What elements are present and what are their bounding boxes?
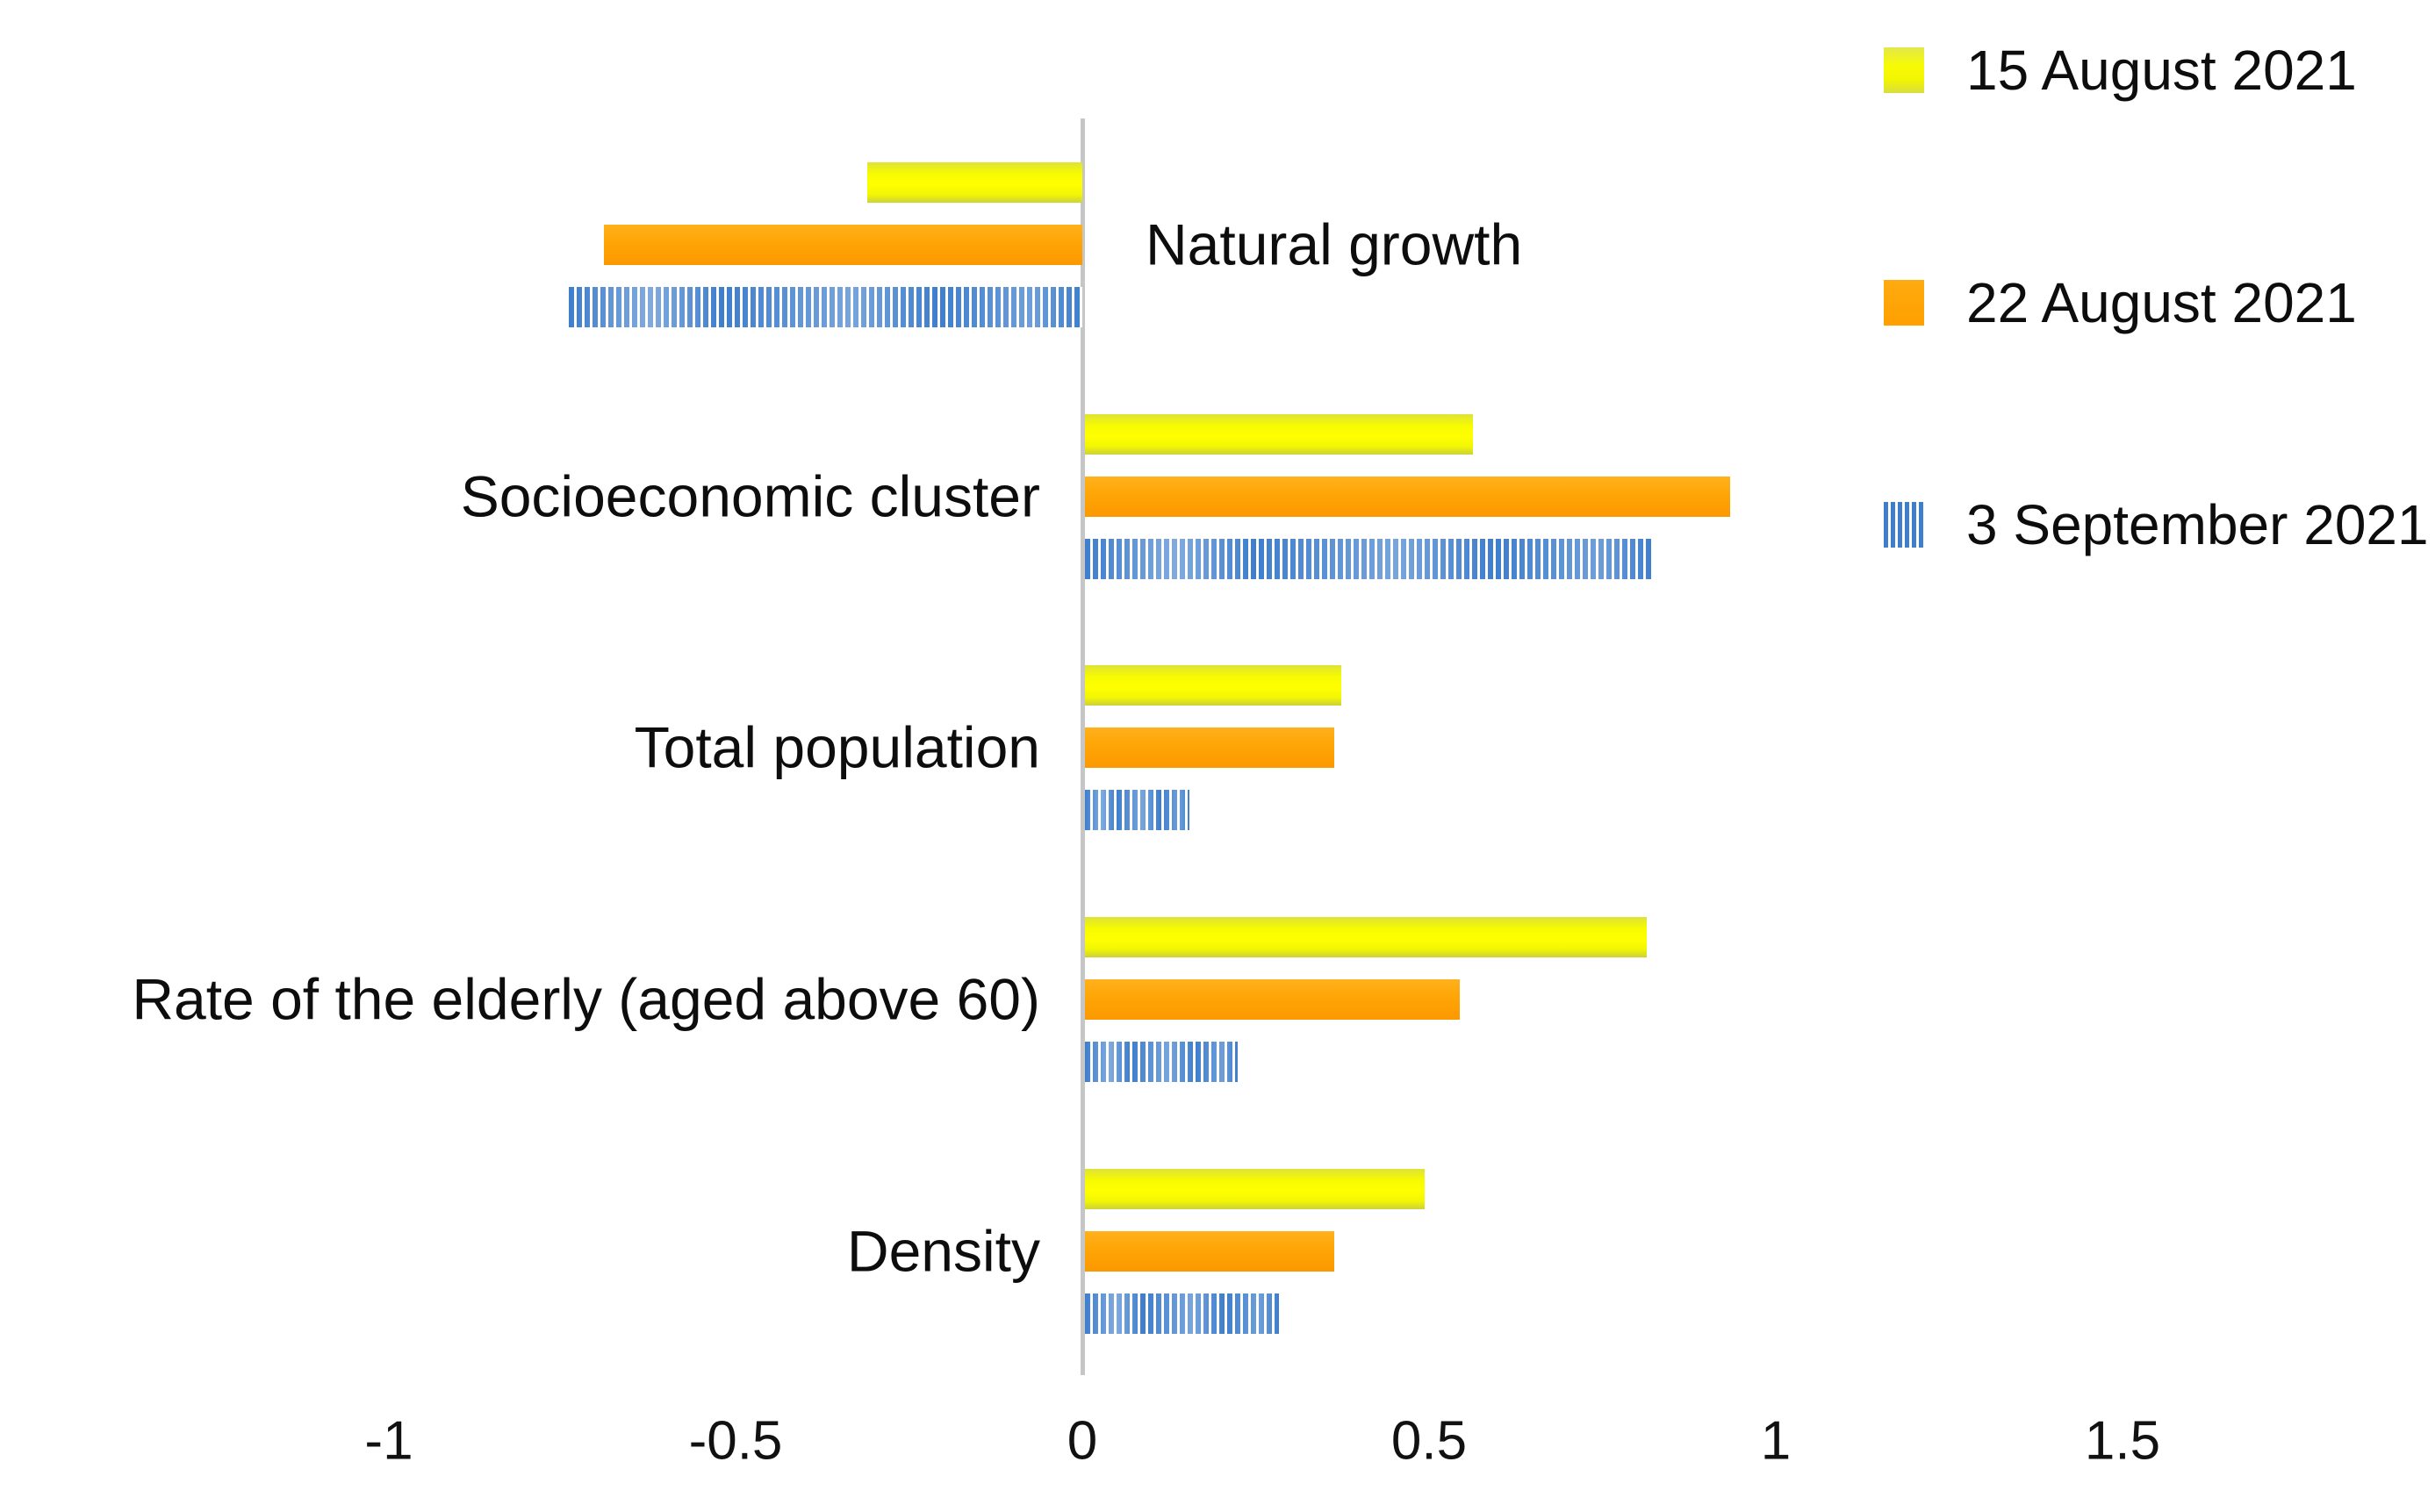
x-tick-label-1: -1: [364, 1410, 413, 1472]
category-label-rate-of-the-elderly-aged-above-60: Rate of the elderly (aged above 60): [132, 966, 1040, 1032]
x-tick-label-1-5: 1.5: [2084, 1410, 2161, 1472]
legend-swatch-3-september-2021: [1884, 502, 1924, 548]
legend-label-22-august-2021: 22 August 2021: [1966, 271, 2357, 334]
bar-3-september-2021-total-population: [1085, 790, 1189, 830]
bar-15-august-2021-rate-of-the-elderly-aged-above-60: [1085, 917, 1647, 957]
bar-22-august-2021-total-population: [1085, 727, 1335, 768]
bar-15-august-2021-total-population: [1085, 665, 1342, 706]
legend-swatch-15-august-2021: [1884, 47, 1924, 93]
legend-label-3-september-2021: 3 September 2021: [1966, 493, 2429, 556]
x-tick-label-0: 0: [1067, 1410, 1098, 1472]
legend-label-15-august-2021: 15 August 2021: [1966, 39, 2357, 102]
bar-22-august-2021-rate-of-the-elderly-aged-above-60: [1085, 979, 1460, 1020]
category-label-total-population: Total population: [634, 714, 1040, 780]
bar-15-august-2021-density: [1085, 1168, 1426, 1209]
bar-22-august-2021-density: [1085, 1230, 1335, 1272]
bar-3-september-2021-density: [1085, 1293, 1280, 1334]
category-label-natural-growth: Natural growth: [1146, 211, 1523, 277]
bar-15-august-2021-socioeconomic-cluster: [1085, 413, 1474, 455]
bar-15-august-2021-natural-growth: [867, 162, 1082, 203]
x-tick-label-1: 1: [1760, 1410, 1792, 1472]
bar-22-august-2021-socioeconomic-cluster: [1085, 476, 1730, 517]
bar-22-august-2021-natural-growth: [603, 225, 1082, 265]
bar-3-september-2021-natural-growth: [569, 287, 1082, 327]
category-label-socioeconomic-cluster: Socioeconomic cluster: [460, 463, 1040, 529]
zero-axis-line: [1081, 118, 1085, 1375]
bar-3-september-2021-rate-of-the-elderly-aged-above-60: [1085, 1042, 1238, 1082]
bar-3-september-2021-socioeconomic-cluster: [1085, 538, 1654, 579]
category-label-density: Density: [846, 1218, 1040, 1284]
legend-swatch-22-august-2021: [1884, 280, 1924, 326]
x-tick-label-0-5: -0.5: [688, 1410, 783, 1472]
x-tick-label-0-5: 0.5: [1390, 1410, 1468, 1472]
